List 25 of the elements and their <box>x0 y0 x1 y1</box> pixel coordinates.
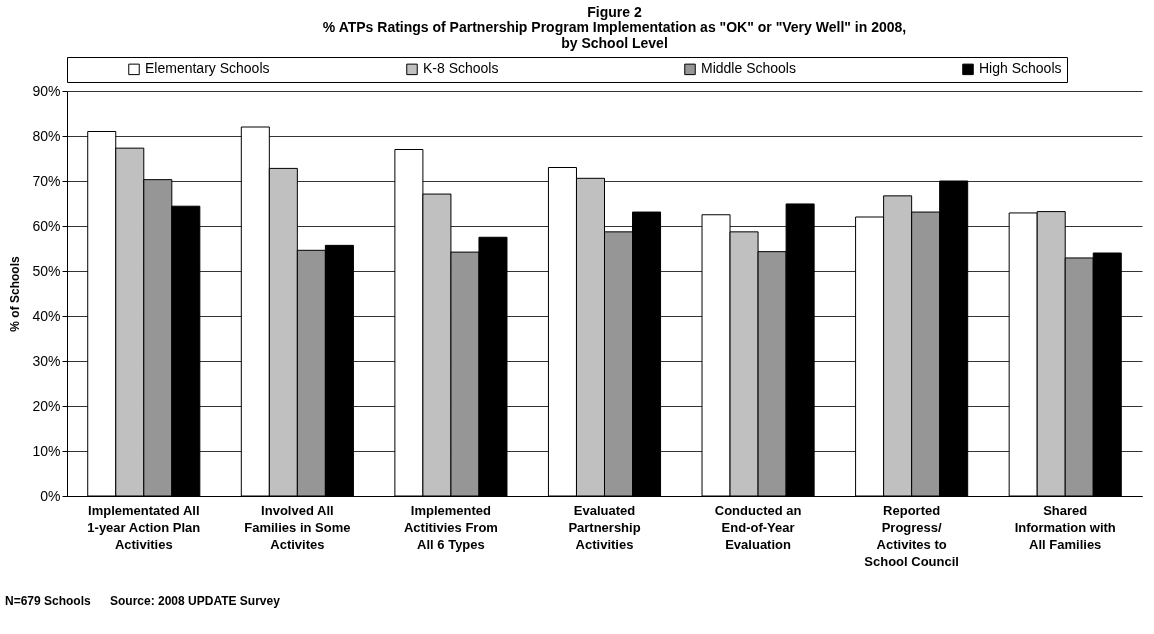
x-tick-label: Implemented Actitivies From All 6 Types <box>403 502 498 552</box>
x-tick-label: Conducted an End-of-Year Evaluation <box>714 502 802 552</box>
y-tick-label: 20% <box>32 397 61 414</box>
chart-title: Figure 2 <box>587 3 642 20</box>
y-tick-label: 80% <box>32 127 61 144</box>
x-tick-label: Evaluated Partnership Activities <box>568 502 641 552</box>
source-note: Source: 2008 UPDATE Survey <box>110 594 281 608</box>
y-tick-label: 70% <box>32 172 61 189</box>
x-tick-label: Implementated All 1-year Action Plan Activities <box>87 502 201 552</box>
y-tick-label: 50% <box>32 262 61 279</box>
x-tick-label: Shared Information with All Families <box>1014 502 1116 552</box>
y-tick-label: 30% <box>32 352 61 369</box>
x-tick-label: Reported Progress/ Activites to School Council <box>864 502 959 569</box>
y-tick-label: 10% <box>32 442 61 459</box>
legend-label: K-8 Schools <box>423 60 499 77</box>
y-tick-label: 40% <box>32 307 61 324</box>
x-tick-label: Involved All Families in Some Activites <box>244 502 351 552</box>
y-axis-title: % of Schools <box>8 256 23 332</box>
legend-label: Middle Schools <box>701 60 796 77</box>
text: N=679 Schools <box>5 594 92 608</box>
legend-label: High Schools <box>979 60 1062 77</box>
legend-label: Elementary Schools <box>145 60 270 77</box>
y-tick-label: 60% <box>32 217 61 234</box>
y-tick-label: 0% <box>40 487 61 504</box>
y-tick-label: 90% <box>32 82 61 99</box>
